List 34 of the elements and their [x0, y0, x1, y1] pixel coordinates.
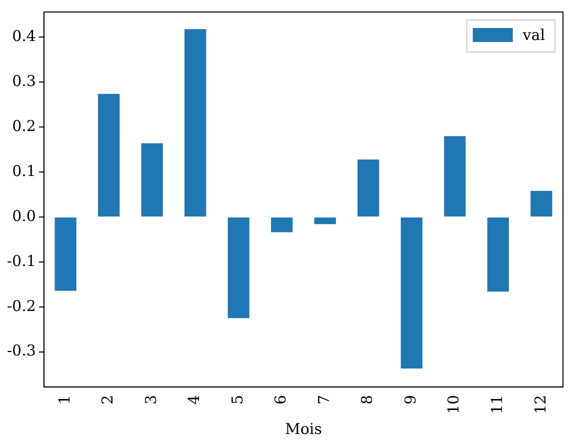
x-tick-label: 11 — [488, 394, 506, 414]
x-tick-label: 12 — [531, 394, 550, 414]
bar — [444, 136, 466, 216]
x-tick-label: 3 — [142, 394, 160, 404]
x-tick-label: 1 — [55, 394, 74, 404]
x-tick-label: 4 — [185, 394, 204, 404]
y-tick-label: 0.1 — [12, 162, 36, 180]
bar — [54, 217, 76, 291]
bar — [400, 217, 422, 368]
legend-label: val — [522, 26, 546, 44]
bar — [314, 217, 336, 224]
x-tick-label: 2 — [98, 394, 117, 404]
bar — [487, 217, 509, 292]
y-tick-label: -0.1 — [6, 252, 36, 270]
x-tick-label: 7 — [314, 394, 333, 404]
y-tick-label: 0.2 — [12, 116, 36, 135]
bar — [358, 159, 380, 216]
bar — [98, 94, 120, 216]
x-tick-label: 10 — [444, 394, 463, 414]
bar — [184, 29, 206, 216]
bar — [228, 217, 250, 318]
x-tick-label: 9 — [401, 394, 420, 404]
bar — [530, 190, 552, 216]
x-tick-label: 5 — [228, 394, 246, 404]
bar — [271, 217, 293, 232]
y-tick-label: 0.0 — [12, 206, 36, 225]
y-tick-label: 0.4 — [12, 27, 36, 46]
x-tick-label: 6 — [272, 394, 290, 404]
y-tick-label: 0.3 — [12, 72, 36, 90]
y-tick-label: -0.3 — [6, 342, 36, 360]
x-axis-title: Mois — [285, 420, 322, 438]
x-tick-label: 8 — [358, 394, 376, 404]
y-tick-label: -0.2 — [6, 296, 36, 315]
bar — [141, 143, 163, 216]
